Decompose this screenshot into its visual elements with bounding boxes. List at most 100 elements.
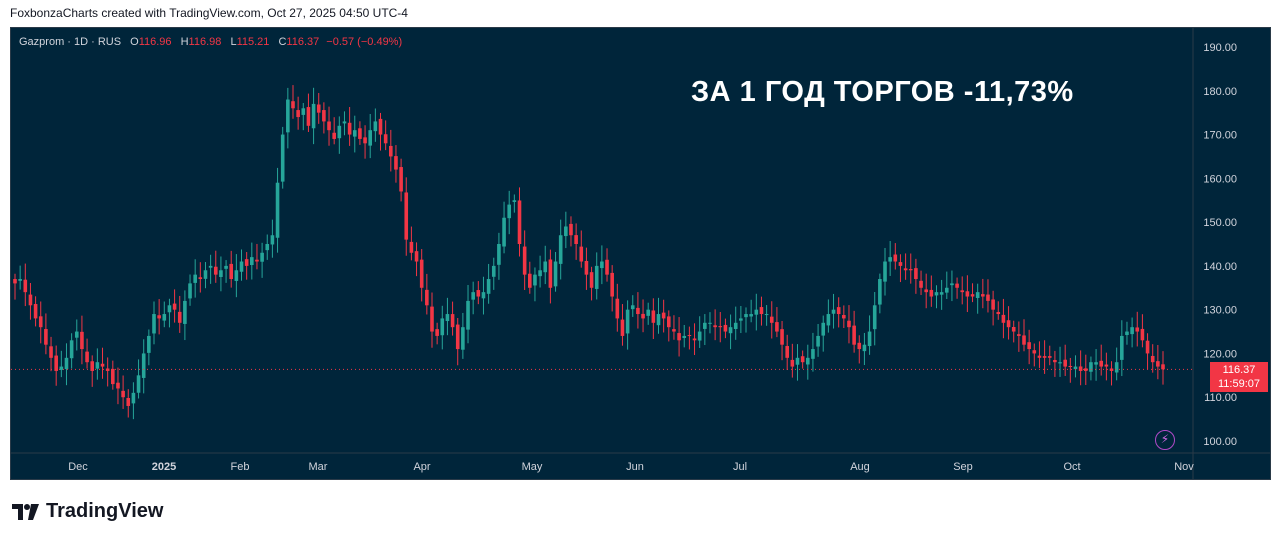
y-tick-label: 160.00: [1203, 173, 1237, 185]
candle-body: [960, 290, 965, 293]
y-tick-label: 150.00: [1203, 217, 1237, 229]
candle-body: [1104, 364, 1109, 367]
candle-body: [409, 241, 414, 253]
candle-body: [177, 311, 182, 323]
candle-body: [131, 392, 136, 404]
candle-body: [224, 265, 228, 269]
candle-body: [440, 318, 445, 336]
candle-body: [527, 273, 532, 288]
candle-body: [44, 329, 48, 345]
candle-body: [455, 324, 460, 350]
candle-body: [1047, 356, 1052, 358]
last-price-tag: 116.37 11:59:07: [1210, 362, 1268, 392]
candle-body: [74, 331, 79, 338]
close-label: C: [278, 36, 287, 48]
candle-body: [852, 325, 856, 345]
candle-body: [805, 357, 810, 365]
last-price-value: 116.37: [1222, 364, 1256, 376]
candle-body: [95, 362, 100, 369]
candle-body: [728, 327, 733, 334]
candle-body: [49, 346, 53, 358]
candle-body: [363, 137, 367, 144]
x-tick-label: 2025: [152, 461, 176, 473]
candle-body: [136, 375, 141, 393]
candle-body: [579, 246, 584, 262]
candle-body: [646, 309, 651, 316]
candle-body: [1001, 314, 1006, 323]
symbol-label[interactable]: Gazprom · 1D · RUS: [19, 36, 122, 48]
candle-body: [842, 315, 846, 319]
candle-body: [656, 314, 661, 326]
candle-body: [358, 128, 362, 139]
candle-body: [1120, 335, 1124, 360]
candle-body: [188, 283, 192, 299]
candle-body: [1156, 361, 1160, 367]
candle-body: [558, 235, 563, 264]
candle-body: [1037, 355, 1042, 358]
candle-body: [826, 314, 831, 326]
candle-body: [306, 107, 311, 126]
footer-brand[interactable]: TradingView: [12, 500, 163, 523]
candle-body: [687, 335, 692, 337]
candle-body: [38, 316, 43, 328]
candle-body: [939, 292, 944, 295]
candle-body: [929, 289, 934, 297]
candle-body: [1145, 340, 1150, 354]
candle-body: [785, 346, 789, 358]
candle-body: [419, 259, 424, 288]
candle-body: [167, 305, 172, 313]
candle-body: [152, 314, 156, 334]
candle-body: [630, 305, 635, 310]
candle-body: [1006, 320, 1011, 328]
x-tick-label: Apr: [413, 461, 430, 473]
candle-body: [996, 312, 1001, 315]
candle-body: [754, 309, 759, 315]
candle-body: [981, 294, 985, 297]
candle-body: [445, 314, 450, 322]
candle-body: [121, 390, 125, 398]
candle-body: [615, 298, 620, 319]
candle-body: [872, 305, 877, 330]
candle-body: [507, 204, 512, 219]
candle-body: [430, 306, 434, 332]
candle-body: [1140, 328, 1145, 341]
candle-body: [33, 303, 38, 319]
candle-body: [229, 263, 234, 280]
candle-body: [64, 357, 69, 370]
candle-body: [903, 268, 908, 271]
candle-body: [836, 307, 841, 315]
candle-body: [744, 314, 748, 318]
candle-body: [54, 355, 58, 371]
open-value: 116.96: [138, 36, 172, 48]
candle-body: [244, 259, 249, 266]
candle-body: [497, 244, 501, 265]
candle-body: [332, 132, 336, 139]
candle-body: [347, 122, 352, 135]
candle-body: [13, 279, 17, 284]
candle-body: [718, 326, 723, 328]
candle-body: [1017, 334, 1021, 336]
lightning-icon[interactable]: ⚡: [1155, 430, 1175, 450]
candle-body: [435, 329, 439, 336]
x-tick-label: Mar: [309, 461, 328, 473]
candle-body: [301, 108, 306, 115]
candle-body: [270, 235, 275, 245]
candle-body: [481, 292, 486, 299]
candle-body: [1058, 362, 1062, 364]
candlestick-chart[interactable]: 190.00 180.00 170.00 160.00 150.00 140.00 130.…: [11, 28, 1271, 480]
candle-body: [327, 121, 331, 131]
candle-body: [605, 259, 609, 275]
candle-body: [193, 274, 197, 283]
candle-body: [162, 314, 167, 321]
candle-body: [491, 265, 496, 277]
candle-body: [811, 349, 815, 359]
candle-body: [172, 303, 177, 310]
candle-body: [203, 270, 208, 279]
high-label: H: [180, 36, 189, 48]
candle-body: [1073, 366, 1078, 370]
chart-panel[interactable]: 190.00 180.00 170.00 160.00 150.00 140.00 130.…: [10, 27, 1271, 480]
candle-body: [543, 261, 548, 273]
low-label: L: [230, 36, 237, 48]
candle-body: [625, 309, 630, 334]
open-label: O: [130, 36, 139, 48]
